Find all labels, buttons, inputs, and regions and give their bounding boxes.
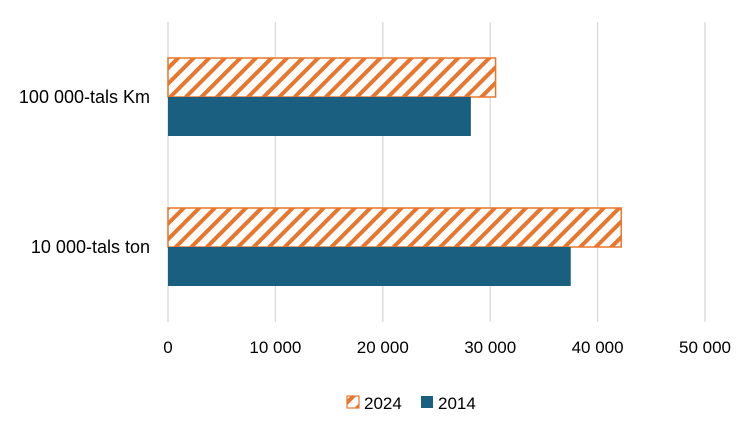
legend-label-2024: 2024 [364, 394, 402, 413]
category-label: 10 000-tals ton [31, 237, 150, 257]
bar-2024-1 [167, 207, 622, 248]
x-tick-label: 30 000 [464, 338, 516, 357]
x-tick-label: 0 [163, 338, 172, 357]
x-tick-label: 20 000 [357, 338, 409, 357]
bar-2014-0 [168, 97, 471, 136]
x-tick-label: 50 000 [679, 338, 731, 357]
category-label: 100 000-tals Km [19, 87, 150, 107]
bars [167, 57, 622, 286]
category-labels: 100 000-tals Km 10 000-tals ton [19, 87, 150, 257]
legend-swatch-2014 [421, 396, 433, 408]
x-tick-label: 10 000 [249, 338, 301, 357]
x-axis-ticks: 0 10 000 20 000 30 000 40 000 50 000 [163, 338, 731, 357]
bar-2024-0 [167, 57, 497, 98]
legend-swatch-2024 [346, 395, 360, 409]
bar-2014-1 [168, 247, 571, 286]
x-tick-label: 40 000 [572, 338, 624, 357]
legend-label-2014: 2014 [438, 394, 476, 413]
legend: 2024 2014 [346, 394, 476, 413]
